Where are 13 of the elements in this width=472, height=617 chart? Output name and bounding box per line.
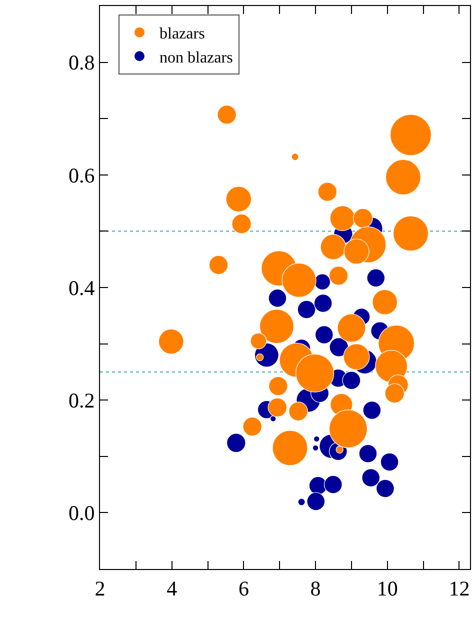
y-tick-label: 0.2 <box>68 388 95 412</box>
legend-label: non blazars <box>160 49 233 66</box>
x-tick-label: 2 <box>94 576 106 600</box>
y-tick-label: 0.8 <box>68 50 95 75</box>
y-tick-label: 0.0 <box>68 501 95 526</box>
y-tick-label: 0.6 <box>68 163 95 188</box>
x-tick-label: 4 <box>166 576 178 600</box>
y-tick-label: 0.4 <box>68 276 96 300</box>
legend-label: blazars <box>160 26 205 43</box>
x-tick-label: 6 <box>238 576 249 600</box>
x-tick-label: 8 <box>310 576 321 600</box>
x-tick-label: 10 <box>376 576 398 600</box>
x-tick-label: 12 <box>448 576 470 600</box>
